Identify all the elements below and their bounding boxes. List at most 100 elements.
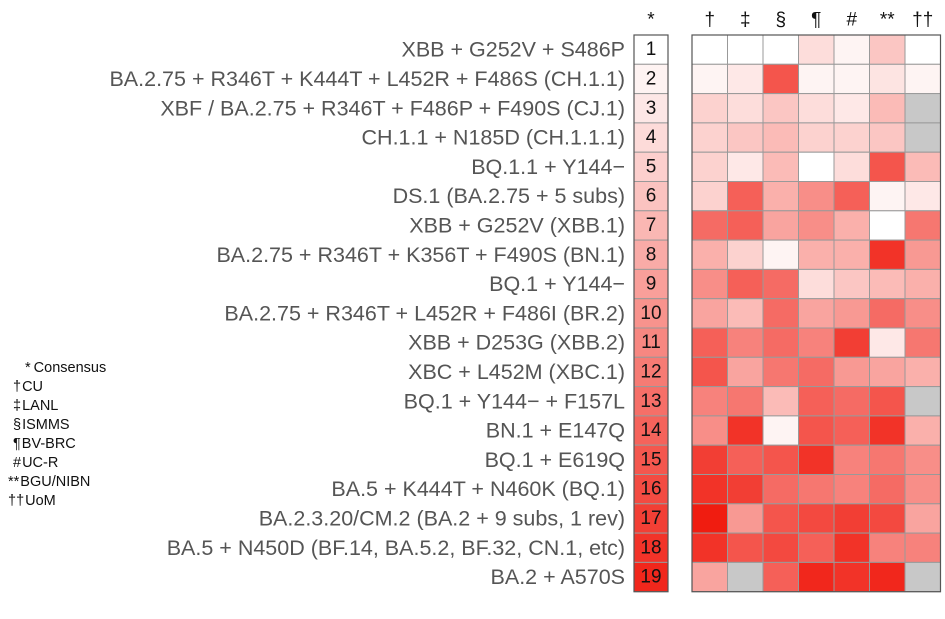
legend-name: BV-BRC (22, 436, 76, 452)
heatmap-cell (798, 93, 835, 124)
heatmap-cell (798, 210, 835, 241)
row-label: BA.2.75 + R346T + K444T + L452R + F486S … (109, 67, 625, 91)
column-header: †† (912, 10, 933, 31)
heatmap-cell (833, 93, 870, 124)
heatmap-cell (691, 210, 728, 241)
heatmap-cell (904, 327, 941, 358)
row-label: BA.5 + N450D (BF.14, BA.5.2, BF.32, CN.1… (167, 536, 625, 560)
heatmap-cell (727, 327, 764, 358)
heatmap-cell (798, 122, 835, 153)
heatmap-cell (691, 151, 728, 182)
heatmap-cell (727, 122, 764, 153)
column-header: # (846, 10, 857, 31)
consensus-rank-label: 14 (640, 420, 662, 441)
legend-name: ISMMS (22, 417, 70, 433)
heatmap-cell (869, 298, 906, 329)
legend-entry: **BGU/NIBN (8, 474, 90, 490)
heatmap-cell (904, 239, 941, 270)
heatmap-cell (798, 386, 835, 417)
heatmap-cell (762, 63, 799, 95)
heatmap-cell (727, 474, 764, 505)
legend-symbol: ‡ (13, 398, 21, 414)
heatmap-cell (727, 532, 764, 563)
heatmap-cell (798, 415, 835, 446)
consensus-cell (633, 356, 669, 388)
heatmap-cell (762, 122, 799, 153)
legend-name: CU (22, 379, 43, 395)
row-label: XBB + D253G (XBB.2) (408, 331, 625, 355)
heatmap-cell (691, 268, 728, 300)
heatmap-cell (691, 356, 728, 388)
heatmap-cell (798, 268, 835, 300)
heatmap-cell (869, 63, 906, 95)
legend-entry: ¶BV-BRC (13, 436, 76, 452)
heatmap-cell (691, 239, 728, 270)
row-label: DS.1 (BA.2.75 + 5 subs) (393, 184, 625, 208)
legend-name: BGU/NIBN (20, 474, 90, 490)
row-label: BQ.1 + E619Q (485, 448, 625, 472)
heatmap-cell (762, 474, 799, 505)
legend-symbol: § (13, 417, 21, 433)
heatmap-cell (762, 444, 799, 476)
consensus-rank-label: 1 (646, 39, 657, 60)
heatmap-cell (691, 63, 728, 95)
heatmap-cell (869, 386, 906, 417)
legend-symbol: * (25, 360, 31, 376)
heatmap-cell (833, 210, 870, 241)
heatmap-cell (762, 268, 799, 300)
heatmap-cell (798, 239, 835, 270)
heatmap-cell (833, 356, 870, 388)
consensus-cell (633, 63, 669, 95)
heatmap-cell (904, 474, 941, 505)
column-headers: * † ‡ § ¶ # ** †† (647, 10, 933, 31)
consensus-border (633, 34, 669, 593)
consensus-rank-label: 2 (646, 68, 657, 89)
legend-symbol: † (13, 379, 21, 395)
consensus-rank-label: 4 (646, 127, 657, 148)
heatmap-cell (833, 122, 870, 153)
heatmap-cell (798, 444, 835, 476)
heatmap-cell (762, 210, 799, 241)
heatmap-cell (833, 327, 870, 358)
heatmap-cell (904, 122, 941, 153)
legend-symbol: ¶ (13, 436, 21, 452)
heatmap-cell (904, 181, 941, 212)
heatmap-cell (833, 474, 870, 505)
heatmap-cell (691, 532, 728, 563)
legend: * Consensus†CU‡LANL§ISMMS¶BV-BRC#UC-R**BG… (8, 360, 106, 509)
row-label: BQ.1 + Y144− + F157L (404, 389, 625, 413)
heatmap-cell (904, 151, 941, 182)
heatmap-cell (762, 503, 799, 534)
row-label: BA.2.3.20/CM.2 (BA.2 + 9 subs, 1 rev) (259, 506, 625, 530)
heatmap-cell (798, 151, 835, 182)
consensus-rank-label: 7 (646, 215, 657, 236)
heatmap-cells (691, 34, 942, 593)
heatmap-cell (691, 93, 728, 124)
heatmap-cell (904, 268, 941, 300)
heatmap-cell (691, 561, 728, 593)
heatmap-cell (869, 444, 906, 476)
heatmap-cell (869, 122, 906, 153)
heatmap-cell (798, 561, 835, 593)
heatmap-cell (727, 386, 764, 417)
heatmap-cell (762, 561, 799, 593)
heatmap-cell (869, 503, 906, 534)
consensus-rank-label: 3 (646, 98, 657, 119)
heatmap-cell (869, 532, 906, 563)
row-label: BA.2.75 + R346T + K356T + F490S (BN.1) (216, 243, 625, 267)
heatmap-cell (762, 93, 799, 124)
consensus-rank-label: 6 (646, 186, 657, 207)
consensus-rank-label: 13 (640, 391, 661, 412)
heatmap-cell (727, 503, 764, 534)
heatmap-cell (691, 474, 728, 505)
row-label: CH.1.1 + N185D (CH.1.1.1) (362, 126, 625, 150)
heatmap-cell (691, 122, 728, 153)
consensus-rank-label: 11 (641, 332, 661, 353)
heatmap-cell (798, 327, 835, 358)
heatmap-cell (904, 210, 941, 241)
heatmap-cell (727, 268, 764, 300)
heatmap-cell (833, 239, 870, 270)
heatmap-cell (869, 415, 906, 446)
heatmap-cell (833, 503, 870, 534)
heatmap-cell (727, 210, 764, 241)
